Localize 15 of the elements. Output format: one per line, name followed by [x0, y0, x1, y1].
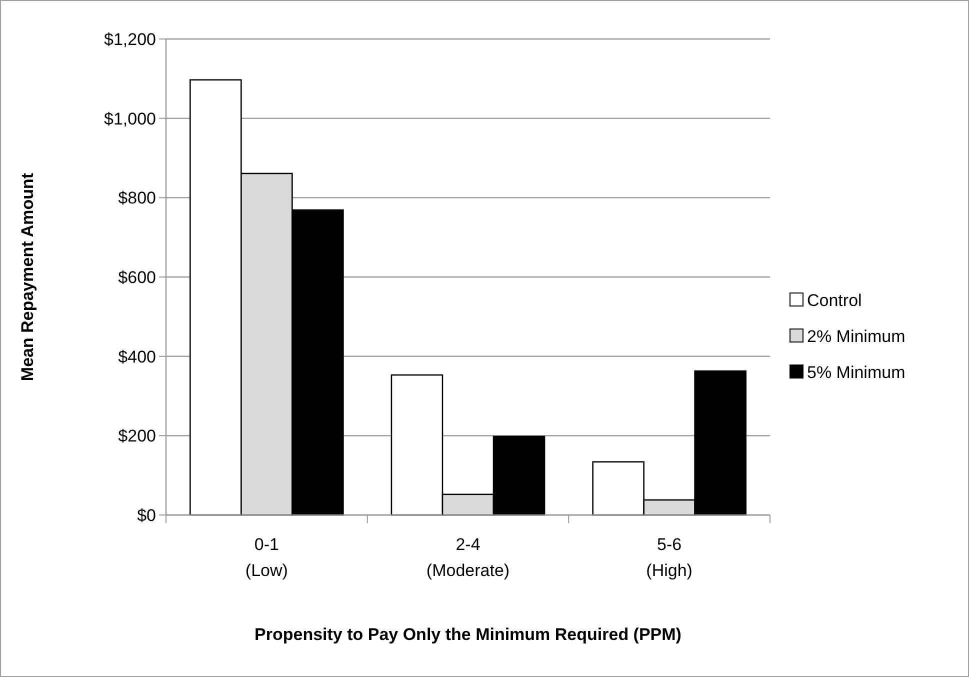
x-axis-title: Propensity to Pay Only the Minimum Required (PPM) [254, 625, 682, 644]
y-tick-label: $800 [118, 188, 156, 208]
y-tick-label: $1,200 [104, 30, 156, 49]
y-tick-label: $200 [118, 426, 156, 446]
y-tick-label: $600 [118, 268, 156, 287]
y-tick-label: $400 [118, 347, 156, 366]
y-axis-title: Mean Repayment Amount [18, 172, 37, 382]
x-tick-label: 0-1 (Low) [245, 535, 288, 580]
y-tick-label: $0 [137, 506, 156, 525]
legend-label: 2% Minimum [807, 326, 906, 346]
legend-label: Control [807, 290, 862, 310]
y-tick-label: $1,000 [104, 109, 156, 128]
legend-label: 5% Minimum [807, 362, 906, 382]
x-tick-label: 5-6 (High) [646, 535, 692, 580]
x-tick-label: 2-4 (Moderate) [426, 535, 510, 580]
